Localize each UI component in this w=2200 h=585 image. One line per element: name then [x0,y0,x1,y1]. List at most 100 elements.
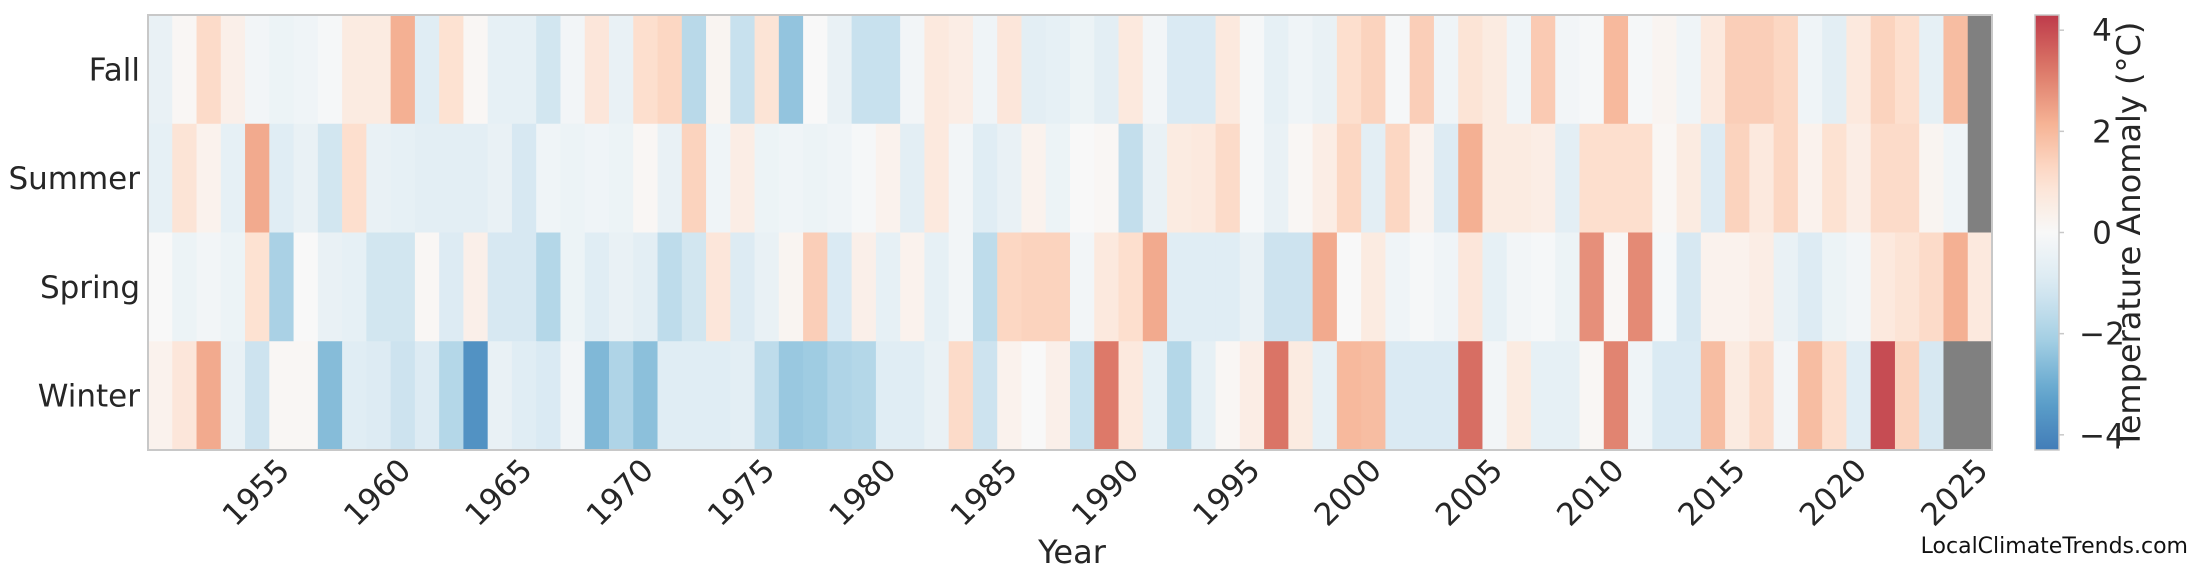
heatmap-cell [1482,15,1508,125]
heatmap-cell [1652,15,1678,125]
heatmap-cell [1361,123,1387,234]
heatmap-cell [1118,123,1144,234]
heatmap-cell [1312,232,1338,342]
year-tick-label: 1990 [1065,452,1146,533]
heatmap-cell [487,123,513,234]
heatmap-cell [1652,341,1678,451]
heatmap-cell [1700,15,1726,125]
heatmap-cell [1943,232,1969,342]
year-tick-label: 1985 [944,452,1025,533]
heatmap-cell [293,123,319,234]
heatmap-cell [972,341,998,451]
heatmap-cell [1797,341,1823,451]
heatmap-cell [875,123,901,234]
heatmap-cell [803,232,828,342]
heatmap-cell [657,341,683,451]
heatmap-cell [560,232,586,342]
heatmap-cell [706,341,731,451]
heatmap-cell [730,15,756,125]
heatmap-cell [1021,232,1047,342]
heatmap-cell [1603,15,1629,125]
heatmap-cell [1967,232,1993,342]
heatmap-cell [245,123,270,234]
heatmap-cell [1870,232,1896,342]
heatmap-cell [463,341,489,451]
heatmap-cell [1142,232,1168,342]
heatmap-cell [754,341,780,451]
colorbar [2034,14,2060,451]
season-label: Spring [40,270,140,306]
heatmap-cell [609,123,634,234]
heatmap-cell [609,232,634,342]
heatmap-cell [948,232,974,342]
heatmap-cell [1725,15,1750,125]
heatmap-cell [1070,123,1095,234]
heatmap-cell [293,232,319,342]
year-ticks: 1955 1960 1965 1970 1975 1980 1985 1990 1995 2000… [216,452,1996,533]
heatmap-cell [1894,15,1920,125]
heatmap-cell [196,341,222,451]
heatmap-cell [1433,341,1459,451]
heatmap-cell [245,232,270,342]
heatmap-cell [1894,232,1920,342]
heatmap-cell [851,15,877,125]
heatmap-cell [414,123,440,234]
heatmap-cell [1797,232,1823,342]
heatmap-cell [536,15,562,125]
heatmap-cell [1336,341,1362,451]
heatmap-cell [342,341,367,451]
heatmap-cell [1021,123,1047,234]
heatmap-cells [148,15,1993,451]
season-labels: Fall Summer Spring Winter [8,52,140,414]
heatmap-cell [1531,232,1556,342]
heatmap-cell [317,123,343,234]
heatmap-cell [1628,232,1653,342]
year-tick-label: 2025 [1914,452,1995,533]
heatmap-cell [1773,232,1799,342]
heatmap-cell [148,232,173,342]
heatmap-cell [1725,341,1750,451]
x-axis-title: Year [1037,533,1107,571]
heatmap-cell [1846,15,1872,125]
heatmap-cell [584,341,610,451]
heatmap-cell [1967,15,1993,125]
heatmap-cell [1870,15,1896,125]
heatmap-cell [293,15,319,125]
heatmap-cell [560,123,586,234]
heatmap-cell [900,232,926,342]
heatmap-cell [609,341,634,451]
heatmap-cell [1676,232,1702,342]
heatmap-cell [633,15,659,125]
heatmap-cell [439,123,465,234]
heatmap-cell [293,341,319,451]
heatmap-cell [1361,341,1387,451]
heatmap-cell [827,341,853,451]
heatmap-cell [1312,15,1338,125]
heatmap-cell [1118,232,1144,342]
heatmap-cell [1506,15,1532,125]
heatmap-cell [390,232,416,342]
heatmap-cell [1264,123,1289,234]
heatmap-cell [657,232,683,342]
heatmap-cell [1482,232,1508,342]
heatmap-cell [1919,15,1945,125]
heatmap-cell [803,15,828,125]
heatmap-cell [390,123,416,234]
heatmap-cell [220,123,246,234]
heatmap-cell [803,123,828,234]
heatmap-cell [1336,232,1362,342]
heatmap-cell [1264,232,1289,342]
heatmap-cell [1652,232,1678,342]
heatmap-cell [1773,341,1799,451]
heatmap-cell [560,341,586,451]
heatmap-cell [1433,15,1459,125]
heatmap-cell [1919,232,1945,342]
year-tick-label: 1995 [1186,452,1267,533]
heatmap-cell [1749,123,1775,234]
heatmap-cell [827,232,853,342]
heatmap-cell [948,123,974,234]
heatmap-cell [511,15,537,125]
heatmap-cell [1239,232,1265,342]
heatmap-cell [924,341,950,451]
heatmap-cell [1458,15,1484,125]
